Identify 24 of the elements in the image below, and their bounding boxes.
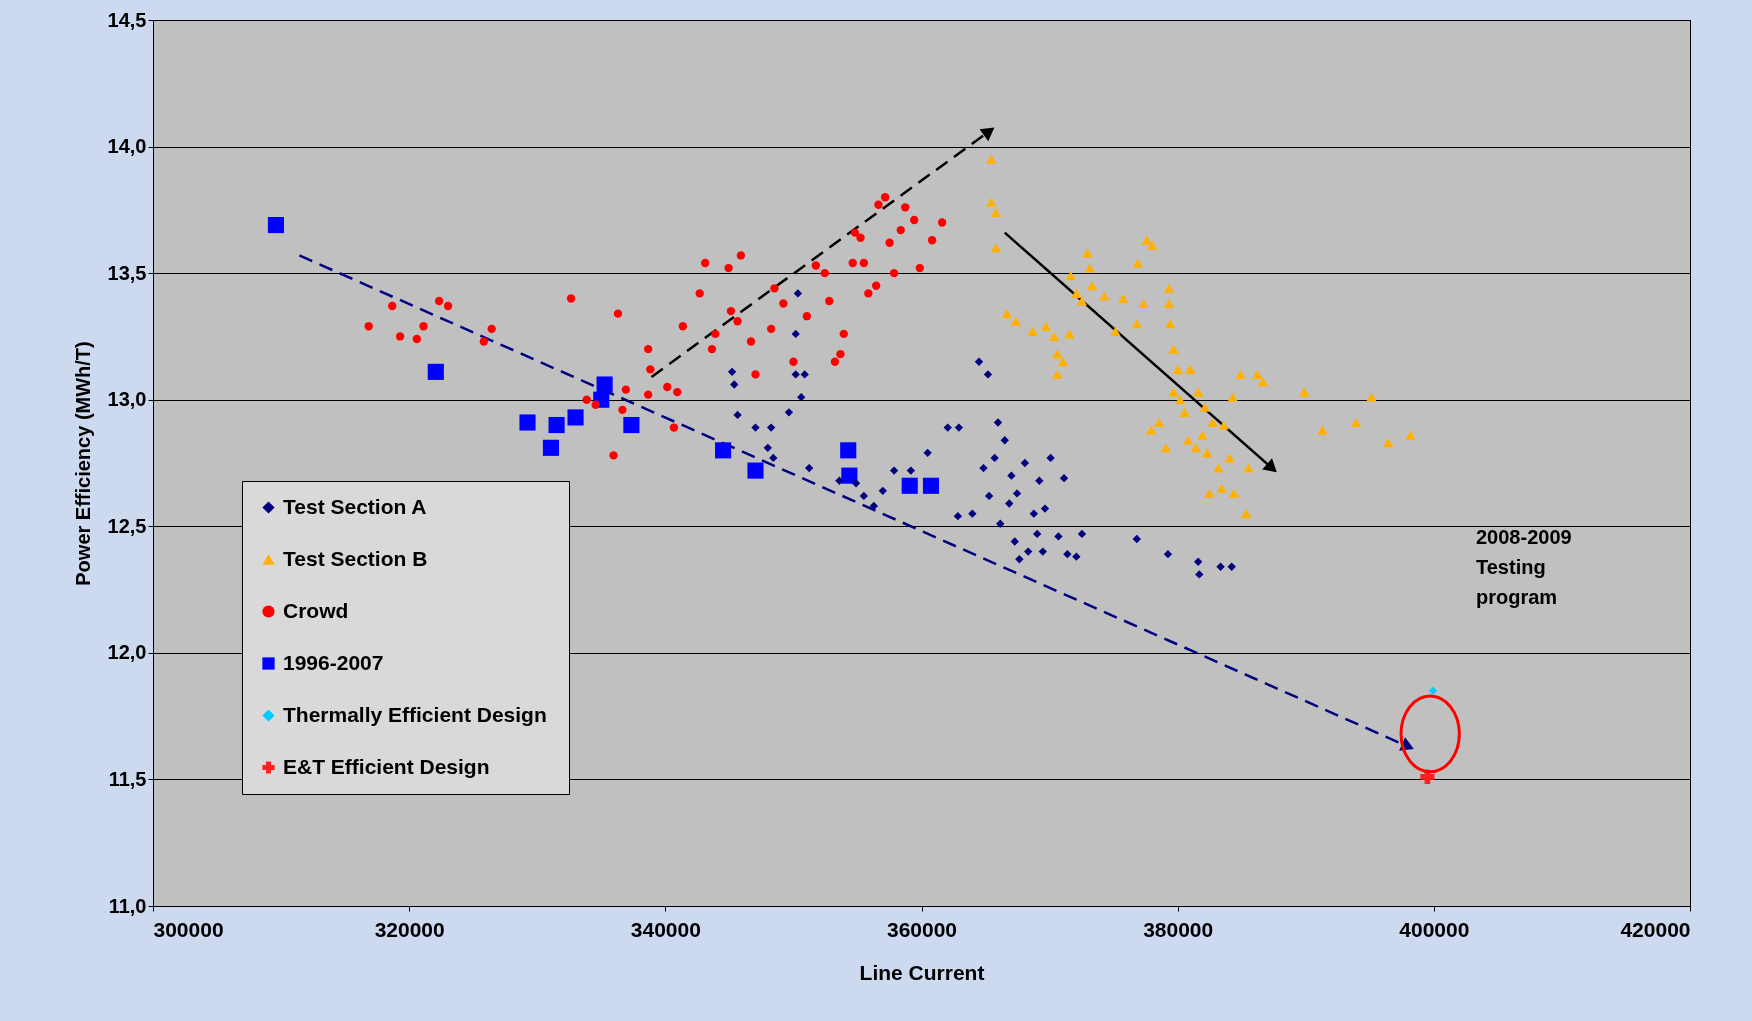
y-axis-title: Power Efficiency (MWh/T)	[71, 341, 94, 586]
legend-label: Test Section B	[283, 546, 428, 570]
y-tick-label: 11,0	[108, 894, 147, 917]
x-tick-label: 320000	[374, 917, 445, 941]
x-tick-label: 340000	[630, 917, 701, 941]
legend-label: E&T Efficient Design	[283, 754, 490, 778]
y-tick-label: 14,0	[107, 135, 147, 158]
legend-label: Thermally Efficient Design	[283, 702, 547, 726]
x-tick-label: 300000	[153, 917, 224, 941]
x-tick-label: 380000	[1143, 917, 1214, 941]
x-tick-label: 420000	[1620, 917, 1691, 941]
x-tick-label: 360000	[886, 917, 958, 941]
legend-label: Test Section A	[283, 494, 427, 518]
y-tick-label: 13,0	[107, 388, 147, 411]
legend-label: 1996-2007	[283, 650, 384, 674]
y-tick-label: 12,5	[107, 514, 147, 537]
legend-label: Crowd	[283, 598, 349, 622]
y-tick-label: 14,5	[107, 8, 147, 31]
y-tick-label: 11,5	[108, 767, 147, 790]
annotation: 2008-2009 Testing program	[1476, 526, 1572, 608]
x-axis-title: Line Current	[859, 960, 985, 984]
y-tick-label: 12,0	[107, 641, 147, 664]
x-tick-label: 400000	[1399, 917, 1470, 941]
y-tick-label: 13,5	[107, 261, 147, 284]
